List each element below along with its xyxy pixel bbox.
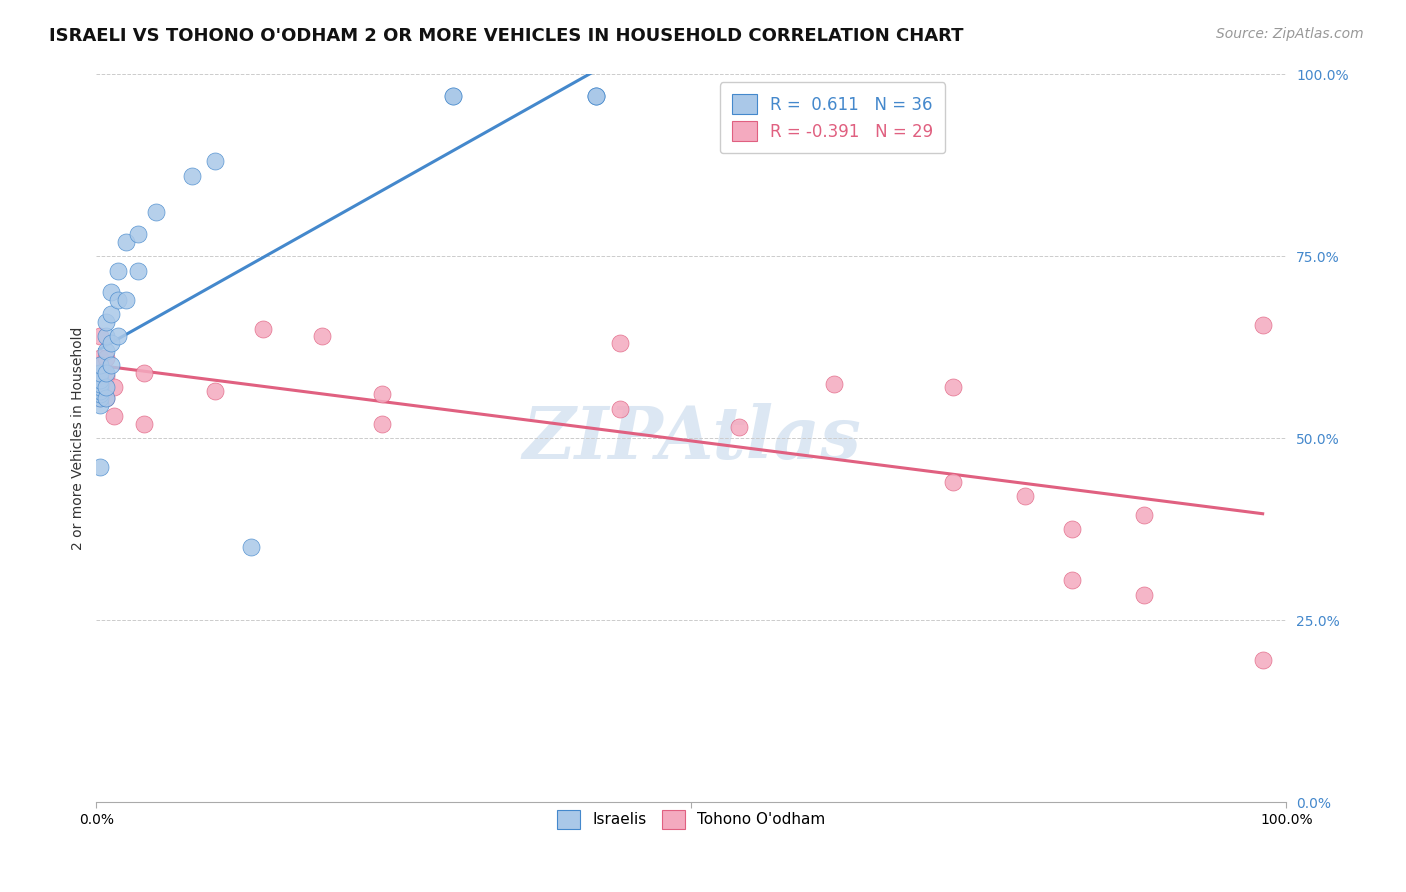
Point [127, 263, 149, 277]
Point [89, 391, 111, 405]
Point [311, 329, 333, 343]
Point [89, 380, 111, 394]
Point [180, 169, 202, 183]
Point [371, 387, 394, 401]
Point [1014, 490, 1036, 504]
Point [371, 417, 394, 431]
Text: ISRAELI VS TOHONO O'ODHAM 2 OR MORE VEHICLES IN HOUSEHOLD CORRELATION CHART: ISRAELI VS TOHONO O'ODHAM 2 OR MORE VEHI… [49, 27, 963, 45]
Y-axis label: 2 or more Vehicles in Household: 2 or more Vehicles in Household [72, 326, 86, 549]
Point [252, 322, 274, 336]
Point [94, 351, 117, 365]
Legend: Israelis, Tohono O'odham: Israelis, Tohono O'odham [551, 804, 831, 835]
Point [94, 315, 117, 329]
Point [89, 384, 111, 398]
Point [94, 369, 117, 384]
Point [145, 205, 167, 219]
Point [94, 343, 117, 358]
Point [89, 369, 111, 384]
Point [441, 88, 464, 103]
Point [89, 387, 111, 401]
Point [1062, 522, 1084, 536]
Point [89, 329, 111, 343]
Point [115, 235, 138, 249]
Point [100, 336, 122, 351]
Point [94, 329, 117, 343]
Point [107, 263, 129, 277]
Point [132, 366, 155, 380]
Point [609, 336, 631, 351]
Point [94, 391, 117, 405]
Point [127, 227, 149, 242]
Point [89, 460, 111, 475]
Text: Source: ZipAtlas.com: Source: ZipAtlas.com [1216, 27, 1364, 41]
Point [728, 420, 751, 434]
Point [103, 409, 125, 424]
Point [942, 380, 965, 394]
Point [89, 398, 111, 412]
Point [1062, 573, 1084, 587]
Point [240, 541, 263, 555]
Point [100, 285, 122, 300]
Point [100, 307, 122, 321]
Point [1251, 653, 1274, 667]
Point [609, 402, 631, 417]
Point [585, 88, 607, 103]
Point [823, 376, 845, 391]
Point [585, 88, 607, 103]
Point [103, 380, 125, 394]
Point [107, 293, 129, 307]
Point [1132, 588, 1154, 602]
Point [942, 475, 965, 489]
Point [100, 359, 122, 373]
Point [94, 366, 117, 380]
Point [89, 376, 111, 391]
Point [89, 373, 111, 387]
Point [115, 293, 138, 307]
Point [89, 391, 111, 405]
Point [441, 88, 464, 103]
Point [94, 391, 117, 405]
Point [585, 88, 607, 103]
Point [204, 154, 226, 169]
Point [89, 351, 111, 365]
Point [1251, 318, 1274, 333]
Text: ZIPAtlas: ZIPAtlas [522, 402, 860, 474]
Point [107, 329, 129, 343]
Point [1132, 508, 1154, 522]
Point [89, 366, 111, 380]
Point [204, 384, 226, 398]
Point [94, 380, 117, 394]
Point [132, 417, 155, 431]
Point [89, 359, 111, 373]
